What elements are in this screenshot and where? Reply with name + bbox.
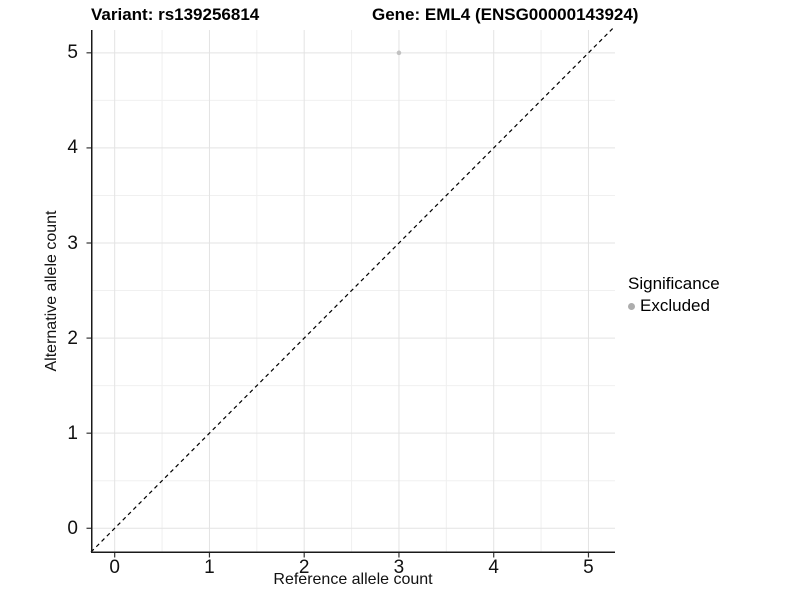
x-tick-label: 2 (298, 557, 310, 578)
x-axis-title: Reference allele count (273, 571, 433, 588)
plot-title-variant: Variant: rs139256814 (91, 5, 260, 24)
plot-panel (86, 25, 616, 558)
x-tick-label: 0 (109, 557, 120, 578)
legend-point-icon (628, 302, 635, 310)
x-tick-label: 1 (204, 557, 215, 578)
legend-item: Excluded (628, 296, 720, 316)
legend: Significance Excluded (628, 274, 720, 316)
y-tick-label: 0 (67, 517, 78, 539)
y-tick-label: 5 (67, 42, 78, 64)
scatter-plot-canvas (86, 25, 616, 558)
x-tick-label: 5 (583, 557, 594, 578)
legend-label: Excluded (640, 296, 710, 315)
x-tick-label: 4 (488, 557, 499, 578)
y-tick-label: 1 (67, 422, 78, 444)
y-tick-label: 3 (67, 232, 78, 254)
y-tick-label: 4 (67, 137, 78, 159)
y-tick-label: 2 (67, 327, 78, 349)
legend-items: Excluded (628, 296, 720, 316)
identity-reference-line (90, 25, 616, 553)
x-tick-label: 3 (393, 557, 405, 578)
plot-title-gene: Gene: EML4 (ENSG00000143924) (372, 5, 639, 24)
data-point (396, 50, 402, 56)
legend-title: Significance (628, 274, 720, 293)
